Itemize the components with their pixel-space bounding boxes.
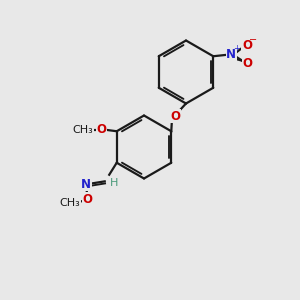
Text: O: O xyxy=(96,123,106,136)
Text: +: + xyxy=(233,44,240,52)
Text: O: O xyxy=(243,57,253,70)
Text: CH₃: CH₃ xyxy=(60,198,81,208)
Text: N: N xyxy=(226,48,236,61)
Text: O: O xyxy=(242,39,252,52)
Text: O: O xyxy=(170,110,181,123)
Text: H: H xyxy=(110,178,118,188)
Text: O: O xyxy=(82,193,93,206)
Text: −: − xyxy=(249,35,257,45)
Text: N: N xyxy=(81,178,91,191)
Text: CH₃: CH₃ xyxy=(73,125,94,135)
